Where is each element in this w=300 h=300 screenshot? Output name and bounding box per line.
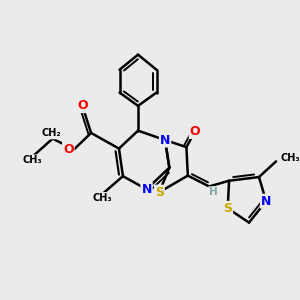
Text: H: H xyxy=(209,187,218,197)
Text: O: O xyxy=(190,125,200,138)
Text: S: S xyxy=(223,202,232,215)
Text: CH₃: CH₃ xyxy=(23,155,43,165)
Text: O: O xyxy=(77,99,88,112)
Text: CH₃: CH₃ xyxy=(93,193,112,203)
Text: N: N xyxy=(141,183,152,196)
Text: N: N xyxy=(160,134,170,146)
Text: CH₂: CH₂ xyxy=(41,128,61,139)
Text: N: N xyxy=(261,195,271,208)
Text: S: S xyxy=(155,186,164,199)
Text: CH₃: CH₃ xyxy=(280,153,300,163)
Text: O: O xyxy=(63,143,74,156)
